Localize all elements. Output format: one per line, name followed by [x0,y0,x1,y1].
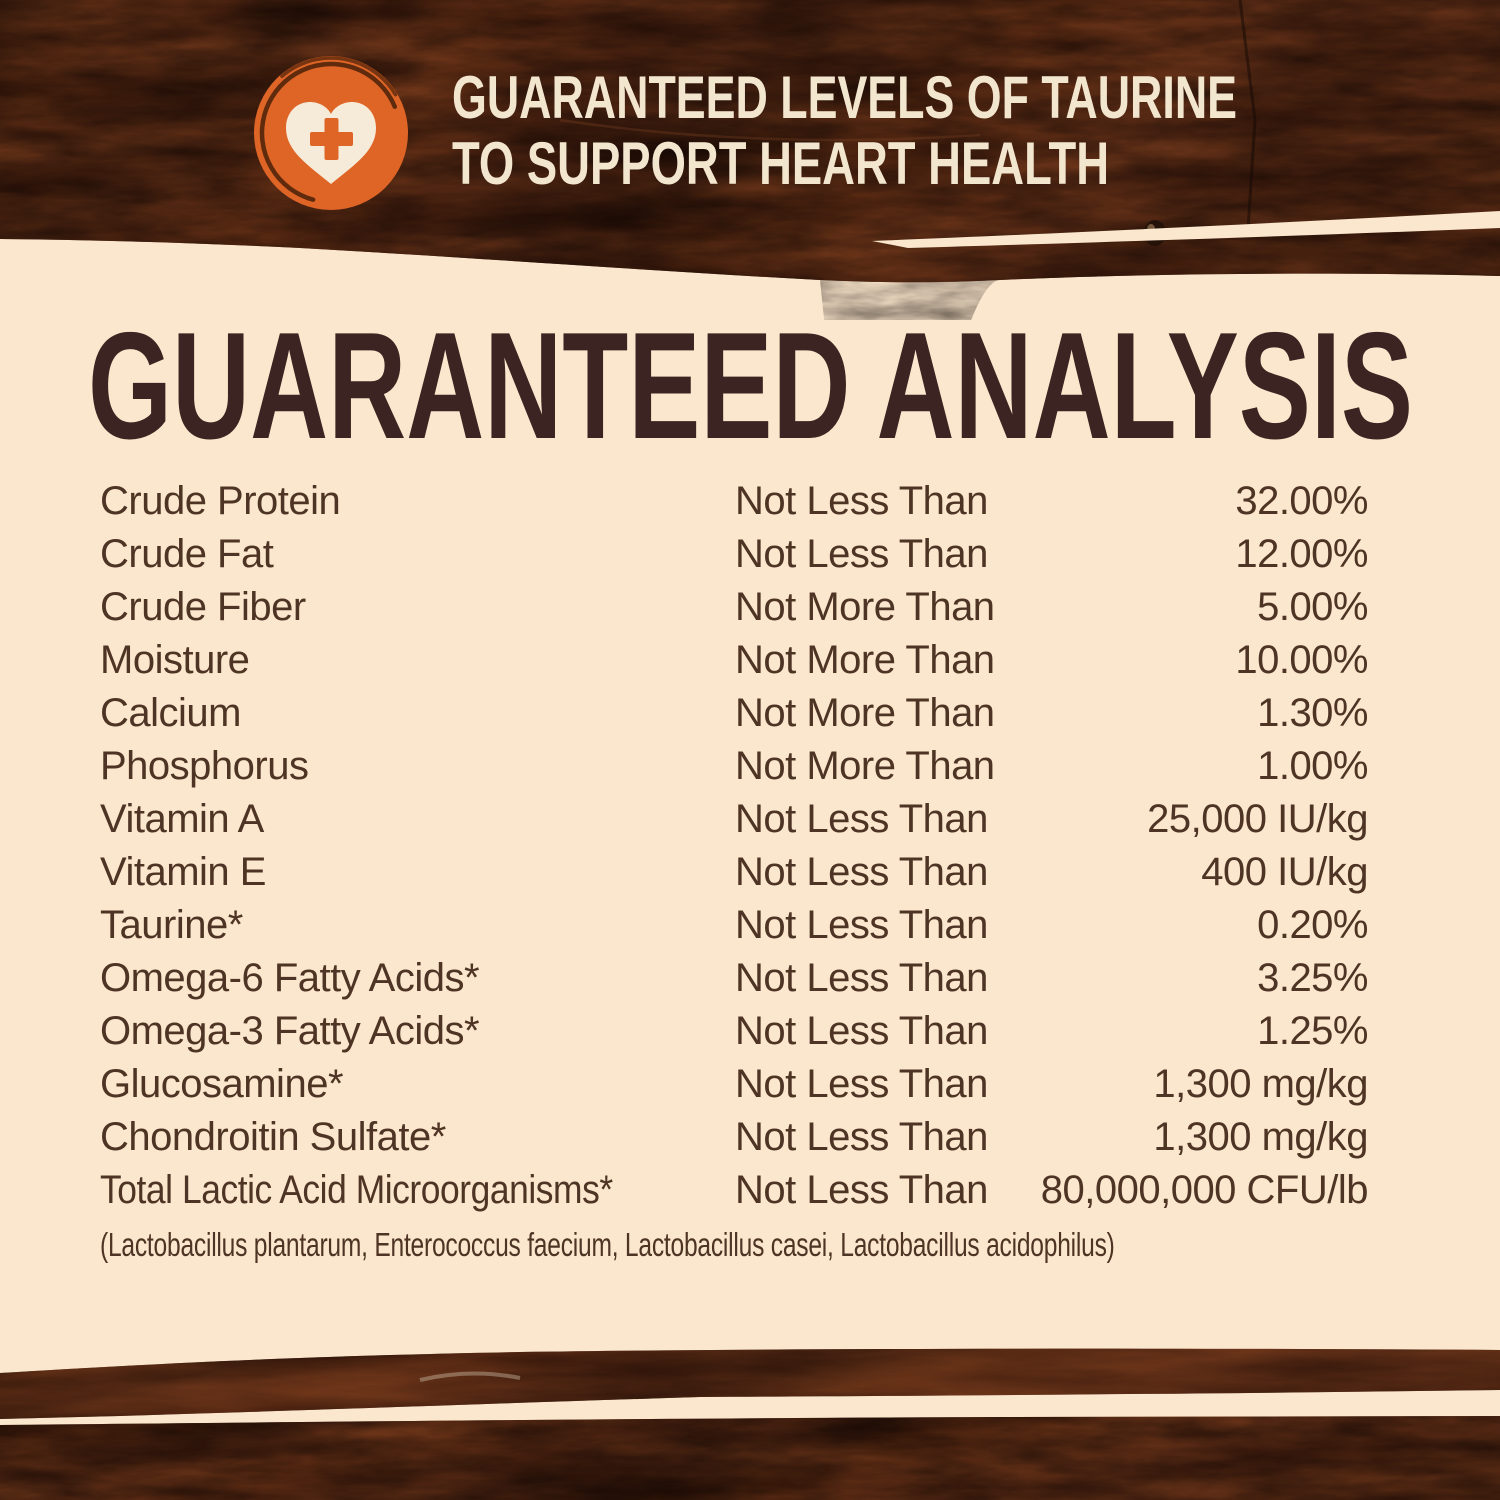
nutrient-value: 3.25% [1257,955,1368,1000]
nutrient-name: Phosphorus [100,743,309,788]
wood-strip-texture [0,1348,1500,1419]
header-line-2: TO SUPPORT HEART HEALTH [452,130,1109,197]
table-row: Omega-6 Fatty Acids* Not Less Than 3.25% [100,951,1369,1004]
guarantee-qualifier: Not Less Than [735,902,988,947]
nutrient-value: 1,300 mg/kg [1153,1114,1368,1159]
guarantee-qualifier: Not Less Than [735,478,988,523]
page-title: GUARANTEED ANALYSIS [88,316,1413,466]
wood-base-shading [0,1416,1500,1500]
wood-scratch [419,1371,521,1382]
nutrient-name: Total Lactic Acid Microorganisms* [100,1167,613,1212]
guarantee-qualifier: Not More Than [735,637,995,682]
nutrient-value: 1.00% [1257,743,1368,788]
table-row: Chondroitin Sulfate* Not Less Than 1,300… [100,1110,1369,1163]
table-row: Total Lactic Acid Microorganisms* Not Le… [100,1163,1369,1216]
nutrient-value: 80,000,000 CFU/lb [1040,1167,1369,1212]
nutrient-value: 0.20% [1257,902,1368,947]
medical-cross-icon [310,118,353,160]
nutrient-name: Chondroitin Sulfate* [100,1114,446,1159]
guarantee-qualifier: Not Less Than [735,531,988,576]
nutrient-value: 400 IU/kg [1201,849,1368,894]
nutrient-name: Calcium [100,690,241,735]
table-row: Moisture Not More Than 10.00% [100,633,1369,686]
nutrient-value: 1.25% [1257,1008,1368,1053]
guarantee-qualifier: Not Less Than [735,955,988,1000]
wood-grain-line [559,118,981,142]
table-row: Taurine* Not Less Than 0.20% [100,898,1369,951]
nutrient-value: 25,000 IU/kg [1147,796,1368,841]
bottom-wood-band [0,1348,1500,1500]
guarantee-qualifier: Not Less Than [735,1008,988,1053]
nutrient-value: 1.30% [1257,690,1368,735]
table-row: Crude Fat Not Less Than 12.00% [100,527,1369,580]
guarantee-qualifier: Not Less Than [735,1114,988,1159]
icon-brush-ring-2 [254,56,408,210]
guarantee-qualifier: Not Less Than [735,1167,988,1212]
table-row: Crude Fiber Not More Than 5.00% [100,580,1369,633]
table-row: Omega-3 Fatty Acids* Not Less Than 1.25% [100,1004,1369,1057]
table-row: Crude Protein Not Less Than 32.00% [100,474,1369,527]
table-row: Phosphorus Not More Than 1.00% [100,739,1369,792]
wood-crack [1238,0,1257,231]
guarantee-qualifier: Not Less Than [735,1061,988,1106]
nutrient-value: 1,300 mg/kg [1153,1061,1368,1106]
nutrient-name: Vitamin E [100,849,266,894]
nutrient-value: 32.00% [1235,478,1368,523]
top-wood-band: GUARANTEED LEVELS OF TAURINE TO SUPPORT … [0,0,1500,320]
guarantee-qualifier: Not Less Than [735,796,988,841]
header-line-1: GUARANTEED LEVELS OF TAURINE [452,64,1237,131]
table-row: Vitamin E Not Less Than 400 IU/kg [100,845,1369,898]
nutrient-value: 5.00% [1257,584,1368,629]
nutrient-name: Taurine* [100,902,243,947]
nutrient-value: 10.00% [1235,637,1368,682]
nutrient-name: Glucosamine* [100,1061,344,1106]
analysis-table: Crude Protein Not Less Than 32.00% Crude… [100,474,1369,1216]
analysis-title: GUARANTEED ANALYSIS [88,301,1418,471]
nutrient-name: Crude Fiber [100,584,306,629]
guarantee-qualifier: Not More Than [735,690,995,735]
nutrient-name: Crude Protein [100,478,341,523]
nutrient-name: Crude Fat [100,531,274,576]
nutrient-name: Omega-3 Fatty Acids* [100,1008,480,1053]
nutrient-name: Moisture [100,637,250,682]
table-row: Vitamin A Not Less Than 25,000 IU/kg [100,792,1369,845]
guarantee-qualifier: Not Less Than [735,849,988,894]
guarantee-qualifier: Not More Than [735,743,995,788]
microorganisms-footnote: (Lactobacillus plantarum, Enterococcus f… [100,1226,1115,1263]
heart-health-icon [254,56,408,210]
guarantee-qualifier: Not More Than [735,584,995,629]
nutrient-name: Vitamin A [100,796,264,841]
icon-brush-ring [259,61,403,205]
cream-wedge [872,211,1500,248]
nutrient-name: Omega-6 Fatty Acids* [100,955,480,1000]
table-row: Calcium Not More Than 1.30% [100,686,1369,739]
nutrient-value: 12.00% [1235,531,1368,576]
table-row: Glucosamine* Not Less Than 1,300 mg/kg [100,1057,1369,1110]
